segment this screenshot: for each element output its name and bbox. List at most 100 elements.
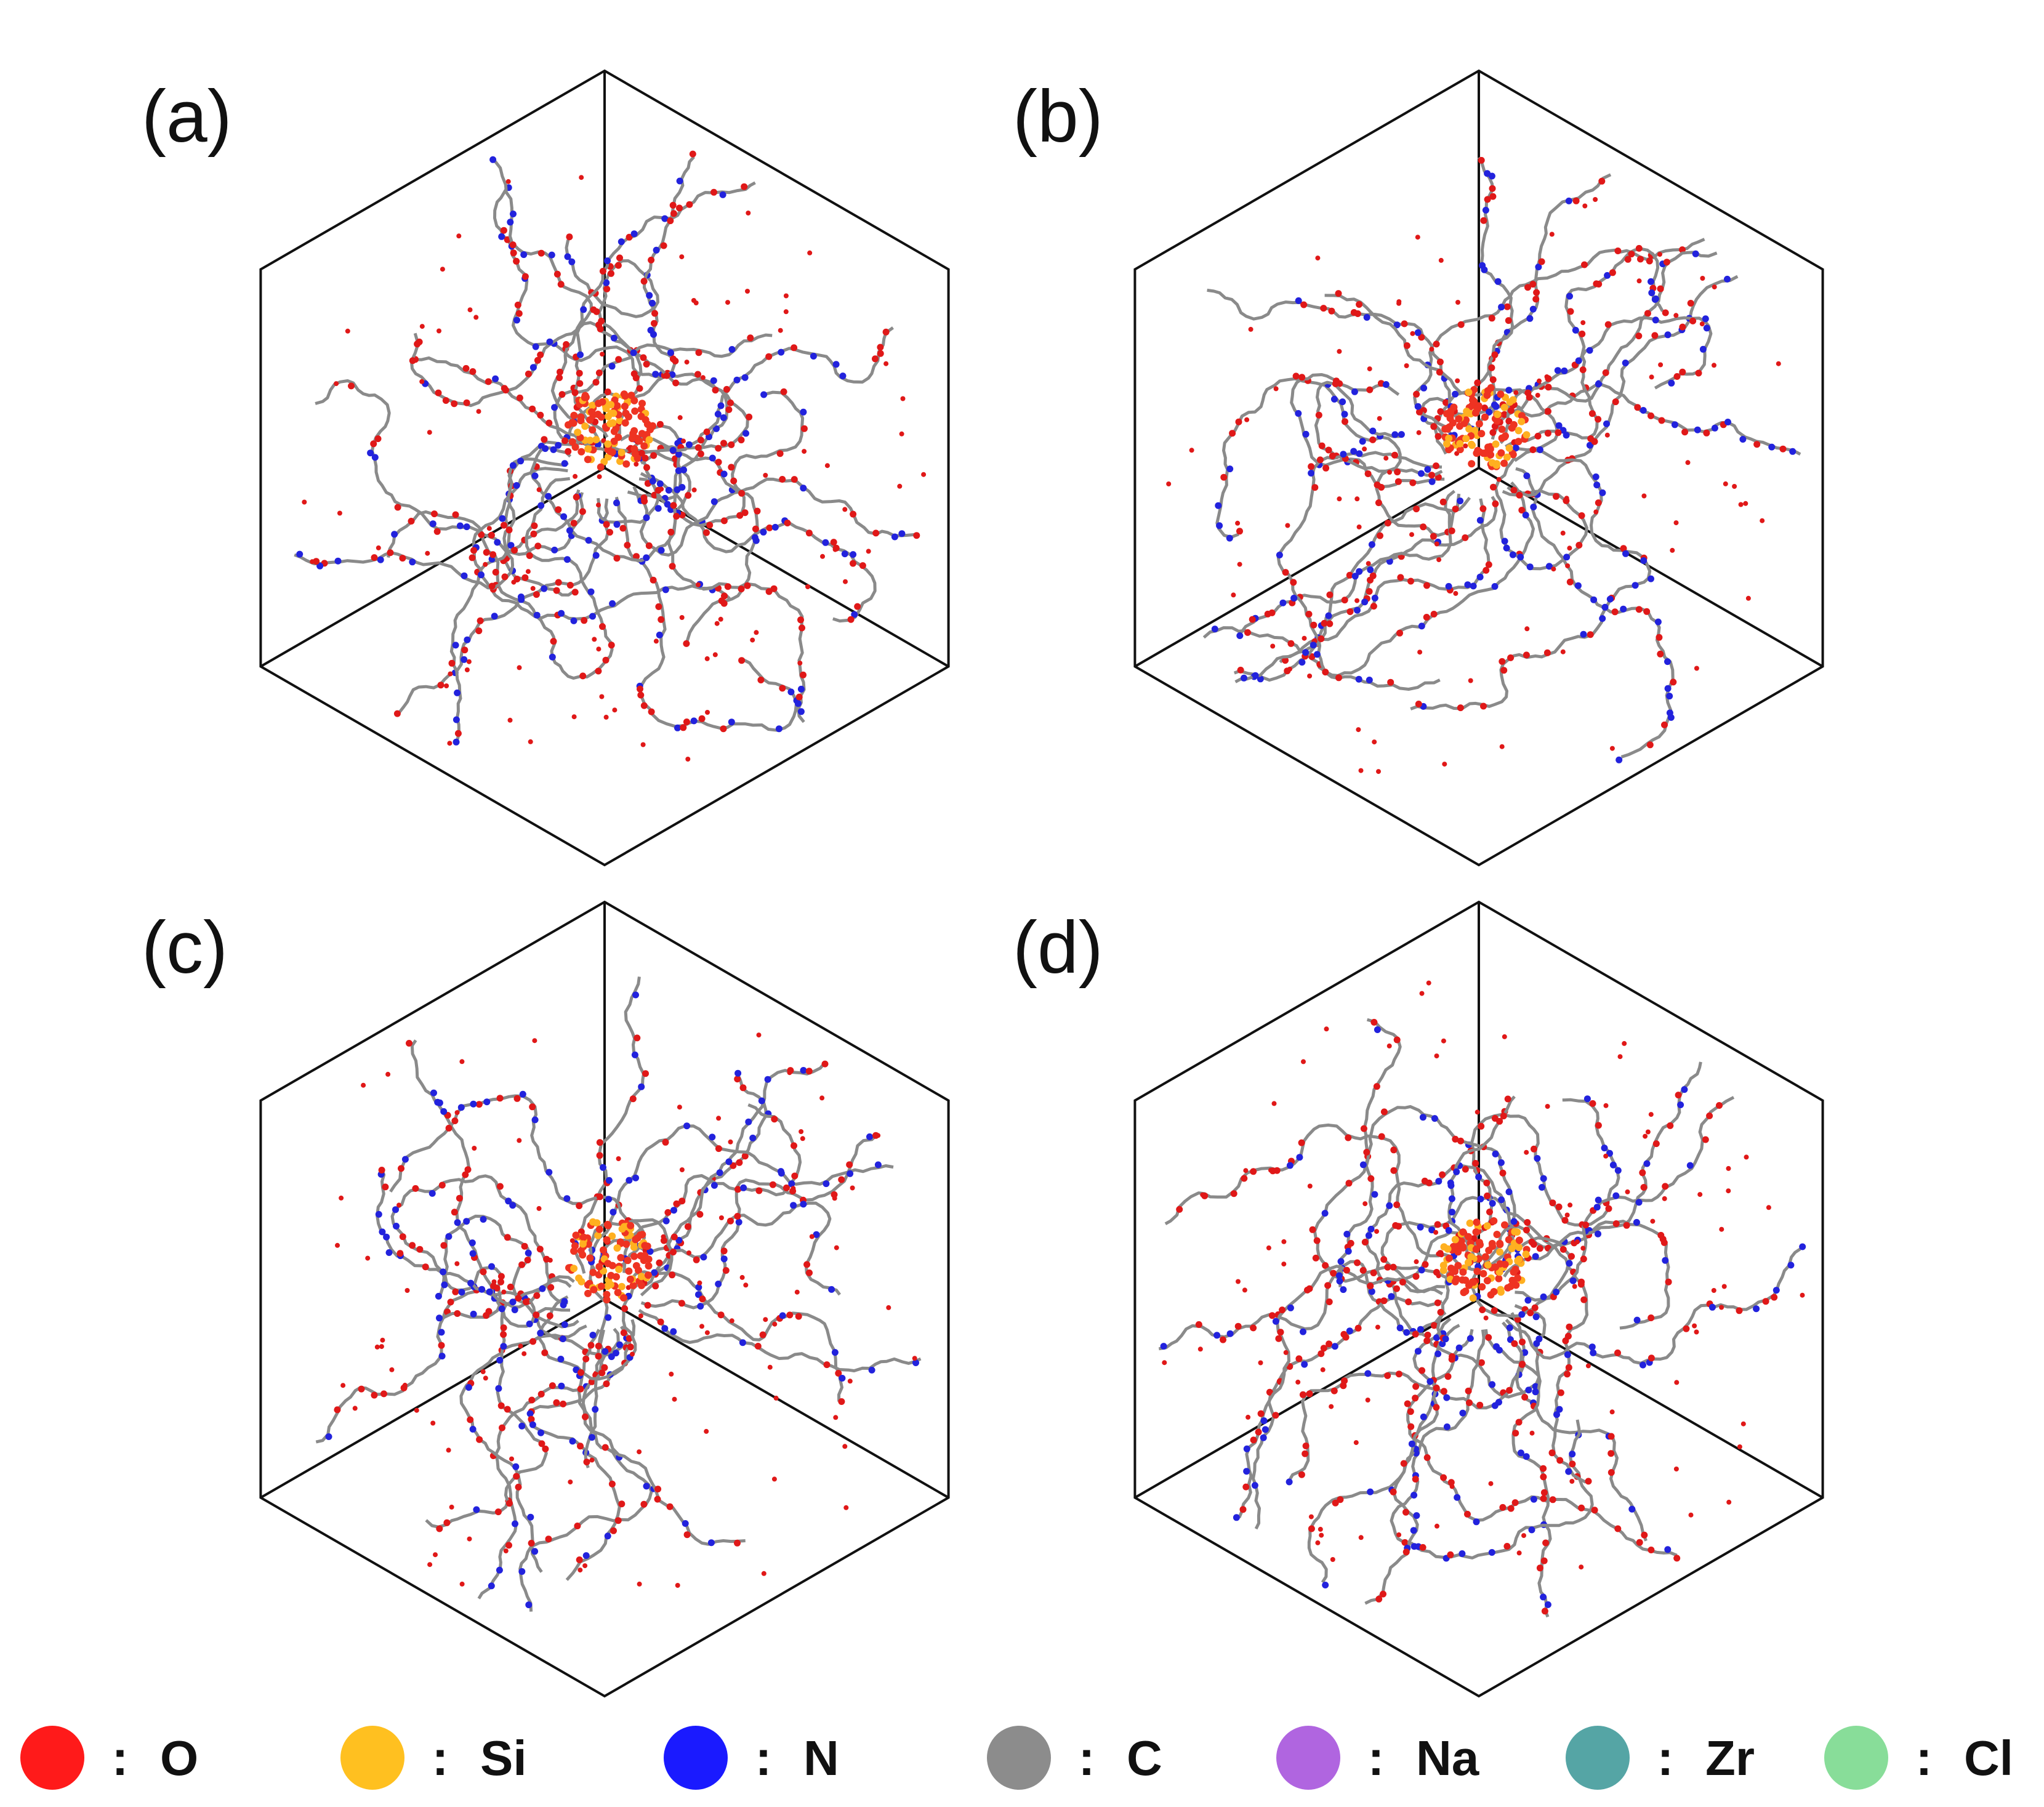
nitrogen-atom <box>1574 582 1582 589</box>
nitrogen-atom <box>695 1291 702 1298</box>
nitrogen-atom <box>874 1161 882 1169</box>
nitrogen-atom <box>569 1438 576 1445</box>
water-molecule <box>750 637 755 643</box>
water-molecule <box>883 361 889 366</box>
oxygen-atom <box>629 1281 637 1289</box>
polymer-chain <box>518 1329 653 1612</box>
nitrogen-atom <box>1476 517 1484 524</box>
water-molecule <box>1354 598 1360 603</box>
water-molecule <box>334 381 339 387</box>
nitrogen-atom <box>787 688 795 696</box>
water-molecule <box>696 582 701 587</box>
water-molecule <box>771 1476 777 1482</box>
oxygen-atom <box>546 1312 553 1319</box>
oxygen-atom <box>408 518 415 525</box>
oxygen-atom <box>1272 1412 1279 1419</box>
nitrogen-atom <box>1530 504 1537 510</box>
nitrogen-atom <box>1544 1601 1551 1608</box>
oxygen-atom <box>1366 386 1374 393</box>
oxygen-atom <box>1308 463 1315 470</box>
oxygen-atom <box>626 233 633 241</box>
water-molecule <box>1468 678 1473 683</box>
water-molecule <box>1320 1367 1326 1372</box>
oxygen-atom <box>599 623 606 630</box>
oxygen-atom <box>1497 390 1505 398</box>
nitrogen-atom <box>1448 1195 1455 1202</box>
oxygen-atom <box>805 1068 813 1075</box>
oxygen-atom <box>1474 446 1482 454</box>
oxygen-atom <box>1481 1253 1489 1261</box>
oxygen-atom <box>606 448 614 456</box>
oxygen-atom <box>1412 1273 1420 1280</box>
water-molecule <box>1580 320 1586 326</box>
oxygen-atom <box>348 382 355 390</box>
oxygen-atom <box>463 399 470 406</box>
oxygen-atom <box>1326 1298 1333 1305</box>
nitrogen-atom <box>720 470 728 478</box>
oxygen-atom <box>602 1444 609 1451</box>
oxygen-atom <box>806 1269 813 1276</box>
oxygen-atom <box>830 539 837 546</box>
nitrogen-atom <box>760 528 767 536</box>
oxygen-atom <box>1492 1263 1500 1271</box>
oxygen-atom <box>555 506 562 513</box>
oxygen-atom <box>571 589 579 596</box>
oxygen-atom <box>597 463 605 471</box>
nitrogen-atom <box>1604 272 1611 279</box>
water-molecule <box>684 360 690 365</box>
panel-d: (d) <box>1013 900 1824 1698</box>
nitrogen-atom <box>669 446 677 454</box>
polymer-chain <box>1420 156 1515 450</box>
oxygen-atom <box>577 1443 584 1450</box>
oxygen-atom <box>722 1267 730 1274</box>
oxygen-atom <box>566 233 573 241</box>
water-molecule <box>1244 417 1250 422</box>
oxygen-atom <box>1503 1543 1511 1550</box>
oxygen-atom <box>1491 1307 1498 1314</box>
oxygen-atom <box>673 1200 680 1207</box>
oxygen-atom <box>579 1251 587 1259</box>
nitrogen-atom <box>797 685 805 693</box>
water-molecule <box>1449 1484 1455 1489</box>
nitrogen-atom <box>1340 1286 1347 1294</box>
nitrogen-atom <box>709 454 716 462</box>
nitrogen-atom <box>1593 1204 1601 1211</box>
nitrogen-atom <box>488 1263 495 1270</box>
oxygen-atom <box>1418 1367 1426 1374</box>
nitrogen-atom <box>725 1158 733 1165</box>
silicon-atom <box>574 429 582 437</box>
oxygen-atom <box>570 1247 578 1255</box>
water-molecule <box>1237 561 1242 567</box>
nitrogen-atom <box>509 1298 517 1306</box>
oxygen-atom <box>452 1288 459 1295</box>
oxygen-atom <box>586 416 594 424</box>
oxygen-atom <box>629 1095 637 1103</box>
polymer-chain <box>528 1326 632 1581</box>
oxygen-atom <box>727 399 734 406</box>
nitrogen-atom <box>520 251 528 259</box>
nitrogen-atom <box>456 522 464 529</box>
oxygen-atom <box>640 1500 648 1508</box>
oxygen-atom <box>606 529 613 536</box>
oxygen-atom <box>374 435 382 443</box>
silicon-atom <box>1468 441 1476 449</box>
nitrogen-atom <box>1341 411 1348 418</box>
nitrogen-atom <box>1345 1247 1352 1255</box>
panel-label: (a) <box>142 75 232 158</box>
oxygen-atom <box>1423 1337 1431 1345</box>
water-molecule <box>1189 448 1194 453</box>
legend-swatch-o <box>20 1726 84 1790</box>
water-molecule <box>1362 446 1367 452</box>
oxygen-atom <box>1502 432 1509 440</box>
nitrogen-atom <box>545 1169 553 1176</box>
nitrogen-atom <box>464 636 471 643</box>
oxygen-atom <box>1403 342 1410 349</box>
oxygen-atom <box>765 353 773 360</box>
nitrogen-atom <box>1699 345 1707 353</box>
water-molecule <box>679 1167 685 1172</box>
oxygen-atom <box>667 217 674 225</box>
oxygen-atom <box>850 510 857 518</box>
panel-label: (c) <box>142 906 228 989</box>
water-molecule <box>573 473 578 479</box>
water-molecule <box>679 615 685 620</box>
